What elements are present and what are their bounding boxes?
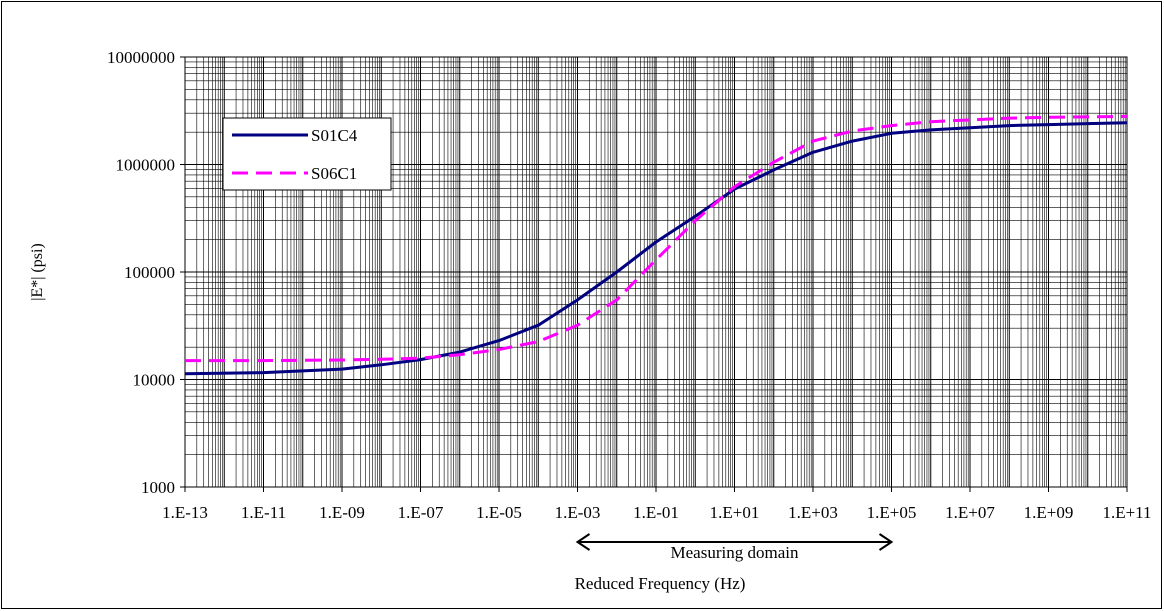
arrow-left-head: [575, 533, 591, 551]
x-tick-label: 1.E-09: [319, 503, 365, 522]
x-tick-label: 1.E+05: [867, 503, 917, 522]
legend-box: [222, 117, 392, 191]
series-line-s01c4: [184, 121, 1128, 376]
y-tick-label: 1000000: [116, 156, 176, 175]
y-tick-labels: 1000 10000 100000 1000000 10000000: [107, 48, 185, 497]
x-tick-label: 1.E+11: [1102, 503, 1151, 522]
measuring-domain-annotation: Measuring domain: [575, 533, 894, 562]
x-tick-label: 1.E+07: [945, 503, 995, 522]
x-tick-label: 1.E+09: [1024, 503, 1074, 522]
x-tick-label: 1.E-03: [555, 503, 601, 522]
legend: S01C4 S06C1: [222, 117, 392, 191]
x-tick-label: 1.E+03: [788, 503, 838, 522]
x-tick-label: 1.E-13: [162, 503, 208, 522]
x-tick-label: 1.E+01: [710, 503, 760, 522]
series-line-s06c1: [185, 114, 1128, 363]
y-axis-label: |E*| (psi): [29, 243, 46, 301]
y-tick-label: 1000: [141, 478, 175, 497]
y-tick-label: 100000: [124, 263, 175, 282]
x-axis-label: Reduced Frequency (Hz): [575, 574, 746, 593]
measuring-domain-label: Measuring domain: [671, 543, 799, 562]
legend-label-s01c4: S01C4: [311, 126, 358, 145]
y-tick-label: 10000: [133, 371, 176, 390]
arrow-right-head: [878, 533, 894, 551]
y-tick-label: 10000000: [107, 48, 175, 67]
x-tick-label: 1.E-01: [633, 503, 679, 522]
x-tick-label: 1.E-05: [476, 503, 522, 522]
x-tick-labels: 1.E-13 1.E-11 1.E-09 1.E-07 1.E-05 1.E-03 1.E-…: [162, 487, 1152, 522]
x-tick-label: 1.E-11: [241, 503, 286, 522]
legend-label-s06c1: S06C1: [311, 164, 357, 183]
series-layer: [184, 114, 1128, 376]
x-tick-label: 1.E-07: [398, 503, 444, 522]
